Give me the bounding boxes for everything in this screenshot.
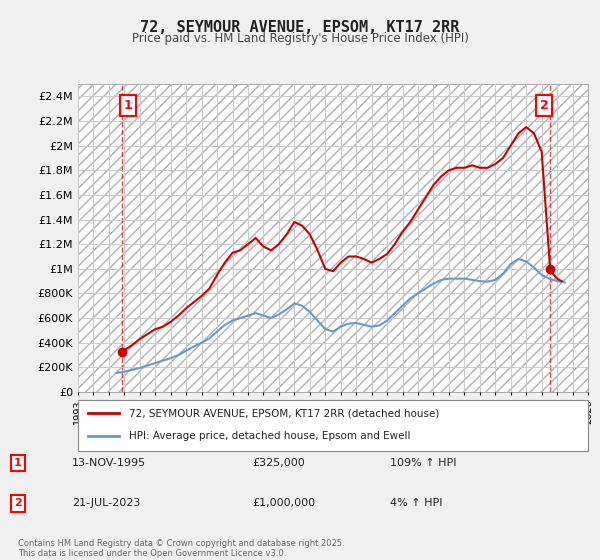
Text: 13-NOV-1995: 13-NOV-1995 <box>72 458 146 468</box>
Text: 2: 2 <box>14 498 22 508</box>
Text: 1: 1 <box>14 458 22 468</box>
Text: 72, SEYMOUR AVENUE, EPSOM, KT17 2RR (detached house): 72, SEYMOUR AVENUE, EPSOM, KT17 2RR (det… <box>129 408 439 418</box>
Text: Price paid vs. HM Land Registry's House Price Index (HPI): Price paid vs. HM Land Registry's House … <box>131 32 469 45</box>
Text: 109% ↑ HPI: 109% ↑ HPI <box>390 458 457 468</box>
Text: 4% ↑ HPI: 4% ↑ HPI <box>390 498 443 508</box>
Text: 1: 1 <box>124 99 133 112</box>
Text: £325,000: £325,000 <box>252 458 305 468</box>
Text: 2: 2 <box>540 99 548 112</box>
Text: £1,000,000: £1,000,000 <box>252 498 315 508</box>
Text: 21-JUL-2023: 21-JUL-2023 <box>72 498 140 508</box>
Text: HPI: Average price, detached house, Epsom and Ewell: HPI: Average price, detached house, Epso… <box>129 431 410 441</box>
Text: 72, SEYMOUR AVENUE, EPSOM, KT17 2RR: 72, SEYMOUR AVENUE, EPSOM, KT17 2RR <box>140 20 460 35</box>
Text: Contains HM Land Registry data © Crown copyright and database right 2025.
This d: Contains HM Land Registry data © Crown c… <box>18 539 344 558</box>
